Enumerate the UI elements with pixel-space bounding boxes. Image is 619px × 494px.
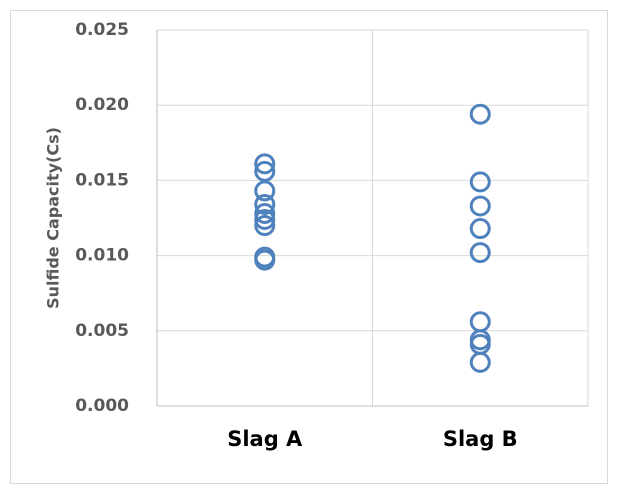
data-point <box>254 160 276 182</box>
data-point <box>469 218 491 240</box>
data-point <box>469 103 491 125</box>
data-point <box>469 242 491 264</box>
y-tick-label: 0.025 <box>75 20 129 40</box>
data-points <box>254 103 491 373</box>
data-point <box>254 249 276 271</box>
data-point <box>469 351 491 373</box>
x-category-label: Slag A <box>227 427 303 451</box>
data-point <box>254 215 276 237</box>
data-point <box>469 195 491 217</box>
y-tick-label: 0.020 <box>75 95 129 115</box>
gridlines <box>157 29 589 406</box>
y-tick-label: 0.000 <box>75 396 129 416</box>
data-point <box>254 209 276 231</box>
y-axis-title: Sulfide Capacity(Cs) <box>44 127 63 309</box>
x-category-label: Slag B <box>443 427 518 451</box>
y-tick-label: 0.015 <box>75 170 129 190</box>
y-tick-label: 0.005 <box>75 321 129 341</box>
data-point <box>254 193 276 215</box>
data-point <box>254 202 276 224</box>
data-point <box>254 153 276 175</box>
data-point <box>254 180 276 202</box>
data-point <box>469 171 491 193</box>
axes <box>156 30 588 407</box>
chart-frame <box>10 10 608 484</box>
data-point <box>469 311 491 333</box>
x-category-labels: Slag A Slag B <box>227 427 517 451</box>
y-tick-labels: 0.000 0.005 0.010 0.015 0.020 0.025 <box>75 20 129 416</box>
y-tick-label: 0.010 <box>75 246 129 266</box>
